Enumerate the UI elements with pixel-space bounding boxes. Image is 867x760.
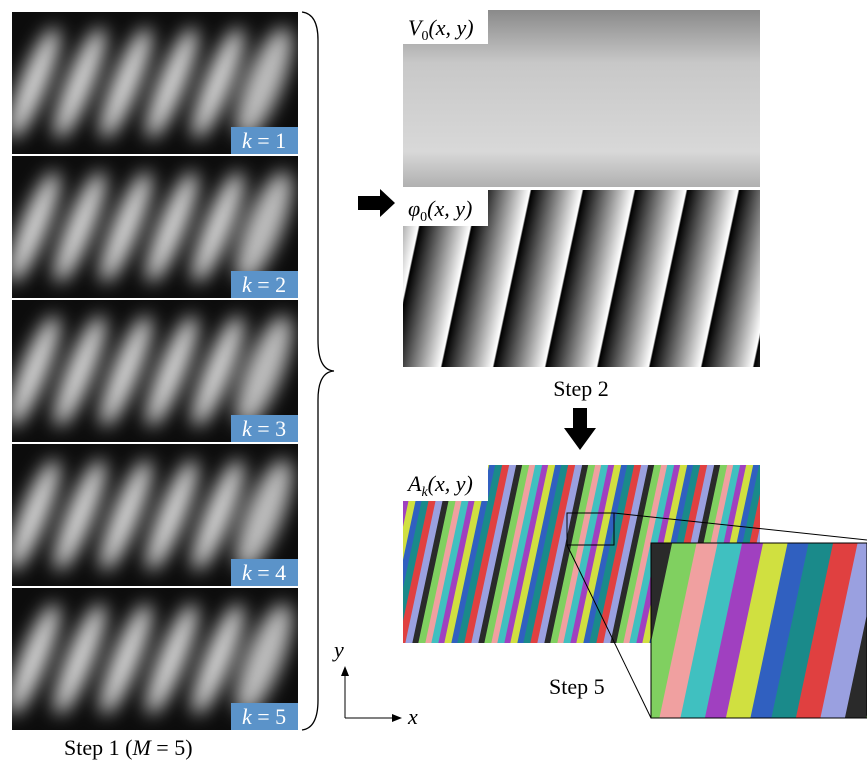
step1-panels: k = 1 k = 2 k = 3 k = 4 k = 5 <box>0 12 303 730</box>
panel-label: k = 5 <box>242 704 286 729</box>
panel-label: k = 3 <box>242 416 286 441</box>
zoom-inset <box>651 543 867 718</box>
figure: k = 1 k = 2 k = 3 k = 4 k = 5 Step 1 (M = 5)… <box>0 0 867 760</box>
zoom-image <box>651 543 867 718</box>
panel-index: = 4 <box>252 560 286 585</box>
arrow-down <box>564 408 596 450</box>
amplitude-label: Ak(x, y) <box>406 471 473 500</box>
step2-caption: Step 2 <box>553 376 609 401</box>
panel-label: k = 1 <box>242 128 286 153</box>
x-arrow <box>392 714 402 722</box>
y-axis-label: y <box>332 637 344 662</box>
panel-index: = 2 <box>252 272 286 297</box>
arrow-right <box>358 189 395 217</box>
panel-index: = 1 <box>252 128 286 153</box>
panel-label: k = 4 <box>242 560 286 585</box>
panel-label: k = 2 <box>242 272 286 297</box>
x-axis-label: x <box>407 704 418 729</box>
panel-index: = 3 <box>252 416 286 441</box>
phase-label: φ0(x, y) <box>408 196 472 225</box>
step5-caption: Step 5 <box>549 674 605 699</box>
brace <box>302 12 334 730</box>
step1-caption: Step 1 (M = 5) <box>64 735 193 760</box>
visibility-label: V0(x, y) <box>408 15 474 44</box>
panel-index: = 5 <box>252 704 286 729</box>
y-arrow <box>341 666 349 676</box>
